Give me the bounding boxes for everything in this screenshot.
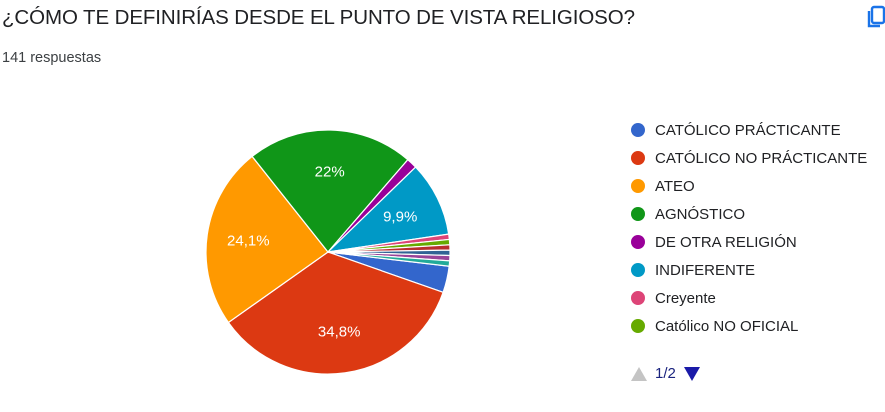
- legend-item[interactable]: Creyente: [631, 284, 867, 312]
- legend-label: INDIFERENTE: [655, 261, 756, 279]
- slice-label: 22%: [315, 164, 345, 181]
- legend-item[interactable]: DE OTRA RELIGIÓN: [631, 228, 867, 256]
- legend-label: CATÓLICO PRÁCTICANTE: [655, 121, 841, 139]
- response-count: 141 respuestas: [2, 50, 102, 66]
- legend-swatch: [631, 207, 645, 221]
- legend-swatch: [631, 151, 645, 165]
- legend-item[interactable]: AGNÓSTICO: [631, 200, 867, 228]
- legend-swatch: [631, 319, 645, 333]
- pie-slice: [205, 155, 329, 324]
- pie-slice: [327, 251, 451, 267]
- legend-label: AGNÓSTICO: [655, 205, 746, 223]
- slice-label: 34,8%: [318, 324, 361, 341]
- legend-label: Católico NO OFICIAL: [655, 317, 799, 335]
- pager-label: 1/2: [655, 365, 676, 382]
- copy-icon[interactable]: [867, 4, 885, 30]
- triangle-up-icon[interactable]: [631, 366, 647, 381]
- legend-item[interactable]: Católico NO OFICIAL: [631, 312, 867, 340]
- legend-label: CATÓLICO NO PRÁCTICANTE: [655, 149, 868, 167]
- chart-legend: CATÓLICO PRÁCTICANTE CATÓLICO NO PRÁCTICA…: [631, 116, 867, 340]
- pie-slice: [251, 129, 409, 253]
- legend-swatch: [631, 291, 645, 305]
- chart-title: ¿CÓMO TE DEFINIRÍAS DESDE EL PUNTO DE VI…: [2, 6, 635, 29]
- slice-label: 24,1%: [227, 233, 270, 250]
- triangle-down-icon[interactable]: [683, 366, 700, 381]
- legend-item[interactable]: INDIFERENTE: [631, 256, 867, 284]
- legend-item[interactable]: CATÓLICO NO PRÁCTICANTE: [631, 144, 867, 172]
- legend-swatch: [631, 263, 645, 277]
- legend-label: ATEO: [655, 177, 695, 195]
- pie-slice: [326, 166, 450, 253]
- legend-pager: 1/2: [631, 365, 700, 382]
- legend-swatch: [631, 179, 645, 193]
- legend-item[interactable]: CATÓLICO PRÁCTICANTE: [631, 116, 867, 144]
- legend-swatch: [631, 235, 645, 249]
- legend-swatch: [631, 123, 645, 137]
- legend-label: DE OTRA RELIGIÓN: [655, 233, 797, 251]
- slice-label: 9,9%: [383, 208, 417, 225]
- legend-label: Creyente: [655, 289, 716, 307]
- legend-item[interactable]: ATEO: [631, 172, 867, 200]
- pie-slice: [227, 251, 444, 375]
